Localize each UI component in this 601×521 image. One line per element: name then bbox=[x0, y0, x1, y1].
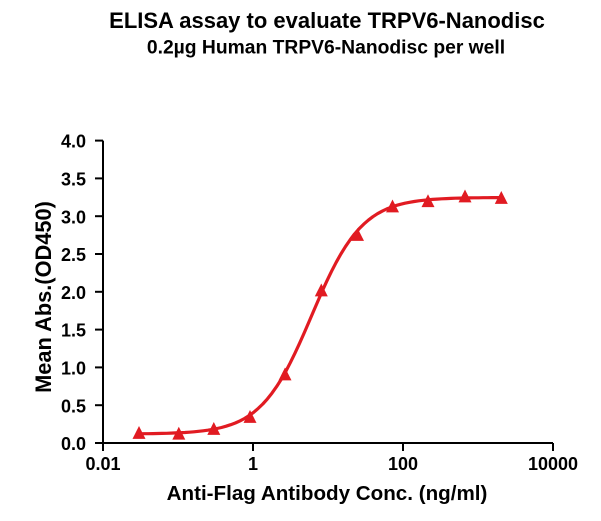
svg-text:4.0: 4.0 bbox=[61, 132, 86, 152]
svg-text:3.0: 3.0 bbox=[61, 207, 86, 227]
svg-text:3.5: 3.5 bbox=[61, 170, 86, 190]
svg-text:2.5: 2.5 bbox=[61, 245, 86, 265]
svg-text:100: 100 bbox=[388, 454, 418, 474]
svg-text:0.0: 0.0 bbox=[61, 434, 86, 454]
svg-text:0.01: 0.01 bbox=[85, 454, 120, 474]
svg-text:0.2µg Human TRPV6-Nanodisc per: 0.2µg Human TRPV6-Nanodisc per well bbox=[147, 38, 505, 59]
svg-text:Anti-Flag Antibody Conc. (ng/m: Anti-Flag Antibody Conc. (ng/ml) bbox=[167, 482, 488, 505]
svg-text:0.5: 0.5 bbox=[61, 396, 86, 416]
svg-text:1.0: 1.0 bbox=[61, 359, 86, 379]
svg-text:ELISA assay to evaluate TRPV6-: ELISA assay to evaluate TRPV6-Nanodisc bbox=[109, 8, 545, 33]
svg-text:2.0: 2.0 bbox=[61, 283, 86, 303]
svg-text:10000: 10000 bbox=[528, 454, 578, 474]
svg-text:1.5: 1.5 bbox=[61, 321, 86, 341]
svg-text:Mean Abs.(OD450): Mean Abs.(OD450) bbox=[31, 201, 56, 393]
svg-text:1: 1 bbox=[248, 454, 258, 474]
